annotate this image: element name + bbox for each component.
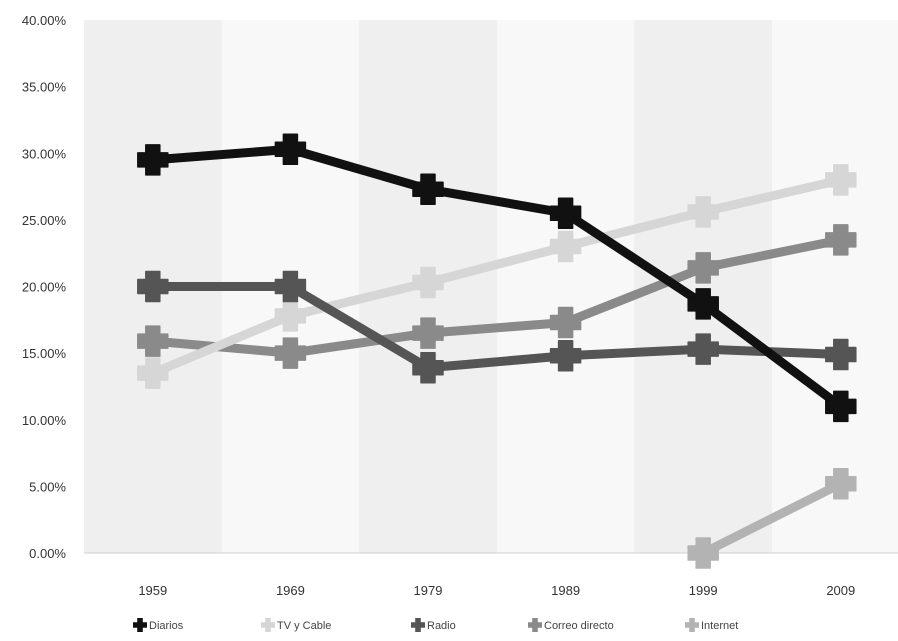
legend-marker-diarios bbox=[133, 618, 147, 632]
series-line-correo-directo bbox=[148, 235, 846, 358]
series-line-diarios bbox=[148, 144, 846, 411]
data-point-correo-directo-2009 bbox=[825, 224, 857, 256]
data-point-radio-1959 bbox=[137, 270, 169, 303]
background-band-1989 bbox=[496, 20, 635, 553]
data-point-tv-y-cable-1999 bbox=[687, 196, 719, 228]
x-tick-label: 1969 bbox=[276, 583, 305, 598]
legend-marker-correo-directo bbox=[528, 618, 542, 632]
legend-marker-internet bbox=[685, 618, 699, 632]
legend-label-internet: Internet bbox=[701, 620, 738, 632]
data-point-internet-1999 bbox=[687, 537, 719, 569]
x-tick-label: 2009 bbox=[826, 583, 855, 598]
series-line-radio bbox=[148, 282, 846, 373]
x-tick-label: 1999 bbox=[689, 583, 718, 598]
data-point-diarios-1999 bbox=[687, 288, 719, 320]
data-point-diarios-2009 bbox=[825, 390, 857, 423]
data-point-internet-2009 bbox=[825, 467, 857, 500]
y-tick-label: 20.00% bbox=[22, 280, 67, 295]
series-markers bbox=[137, 133, 857, 569]
legend-marker-radio bbox=[411, 618, 425, 632]
data-point-diarios-1969 bbox=[274, 133, 307, 166]
data-point-tv-y-cable-1979 bbox=[412, 266, 444, 299]
data-point-diarios-1959 bbox=[137, 144, 169, 176]
y-tick-label: 40.00% bbox=[22, 13, 67, 28]
background-band-2009 bbox=[772, 20, 898, 553]
legend-marker-tv-y-cable bbox=[261, 618, 275, 632]
x-tick-label: 1959 bbox=[138, 583, 167, 598]
y-tick-label: 10.00% bbox=[22, 413, 67, 428]
data-point-radio-1999 bbox=[687, 333, 719, 365]
x-tick-label: 1979 bbox=[414, 583, 443, 598]
data-point-radio-1969 bbox=[274, 270, 307, 303]
legend-label-tv-y-cable: TV y Cable bbox=[277, 620, 331, 632]
series-lines bbox=[148, 144, 846, 558]
data-point-tv-y-cable-2009 bbox=[825, 164, 857, 196]
data-point-correo-directo-1989 bbox=[549, 306, 582, 339]
legend: Diarios TV y Cable Radio Correo directo Inte… bbox=[133, 618, 738, 632]
legend-label-diarios: Diarios bbox=[149, 620, 184, 632]
y-tick-label: 35.00% bbox=[22, 80, 67, 95]
x-tick-label: 1989 bbox=[551, 583, 580, 598]
legend-label-radio: Radio bbox=[427, 620, 456, 632]
data-point-correo-directo-1969 bbox=[274, 337, 307, 369]
y-axis-ticks: 0.00% 5.00% 10.00% 15.00% 20.00% 25.00% 30.00%… bbox=[22, 13, 67, 561]
data-point-radio-1979 bbox=[412, 352, 444, 384]
data-point-diarios-1989 bbox=[549, 197, 582, 229]
y-tick-label: 30.00% bbox=[22, 146, 67, 161]
legend-label-correo-directo: Correo directo bbox=[544, 620, 614, 632]
data-point-tv-y-cable-1959 bbox=[137, 357, 169, 389]
y-tick-label: 15.00% bbox=[22, 346, 67, 361]
y-tick-label: 25.00% bbox=[22, 213, 67, 228]
data-point-tv-y-cable-1989 bbox=[549, 230, 582, 263]
data-point-correo-directo-1999 bbox=[687, 252, 719, 284]
x-axis-ticks: 1959 1969 1979 1989 1999 2009 bbox=[138, 583, 855, 598]
data-point-tv-y-cable-1969 bbox=[274, 300, 307, 332]
y-tick-label: 0.00% bbox=[29, 546, 66, 561]
y-tick-label: 5.00% bbox=[29, 479, 66, 494]
data-point-correo-directo-1979 bbox=[412, 317, 444, 349]
data-point-radio-1989 bbox=[549, 340, 582, 372]
data-point-diarios-1979 bbox=[412, 173, 444, 205]
data-point-radio-2009 bbox=[825, 338, 857, 371]
series-line-internet bbox=[698, 479, 846, 558]
data-point-correo-directo-1959 bbox=[137, 325, 169, 357]
series-line-tv-y-cable bbox=[148, 175, 846, 378]
